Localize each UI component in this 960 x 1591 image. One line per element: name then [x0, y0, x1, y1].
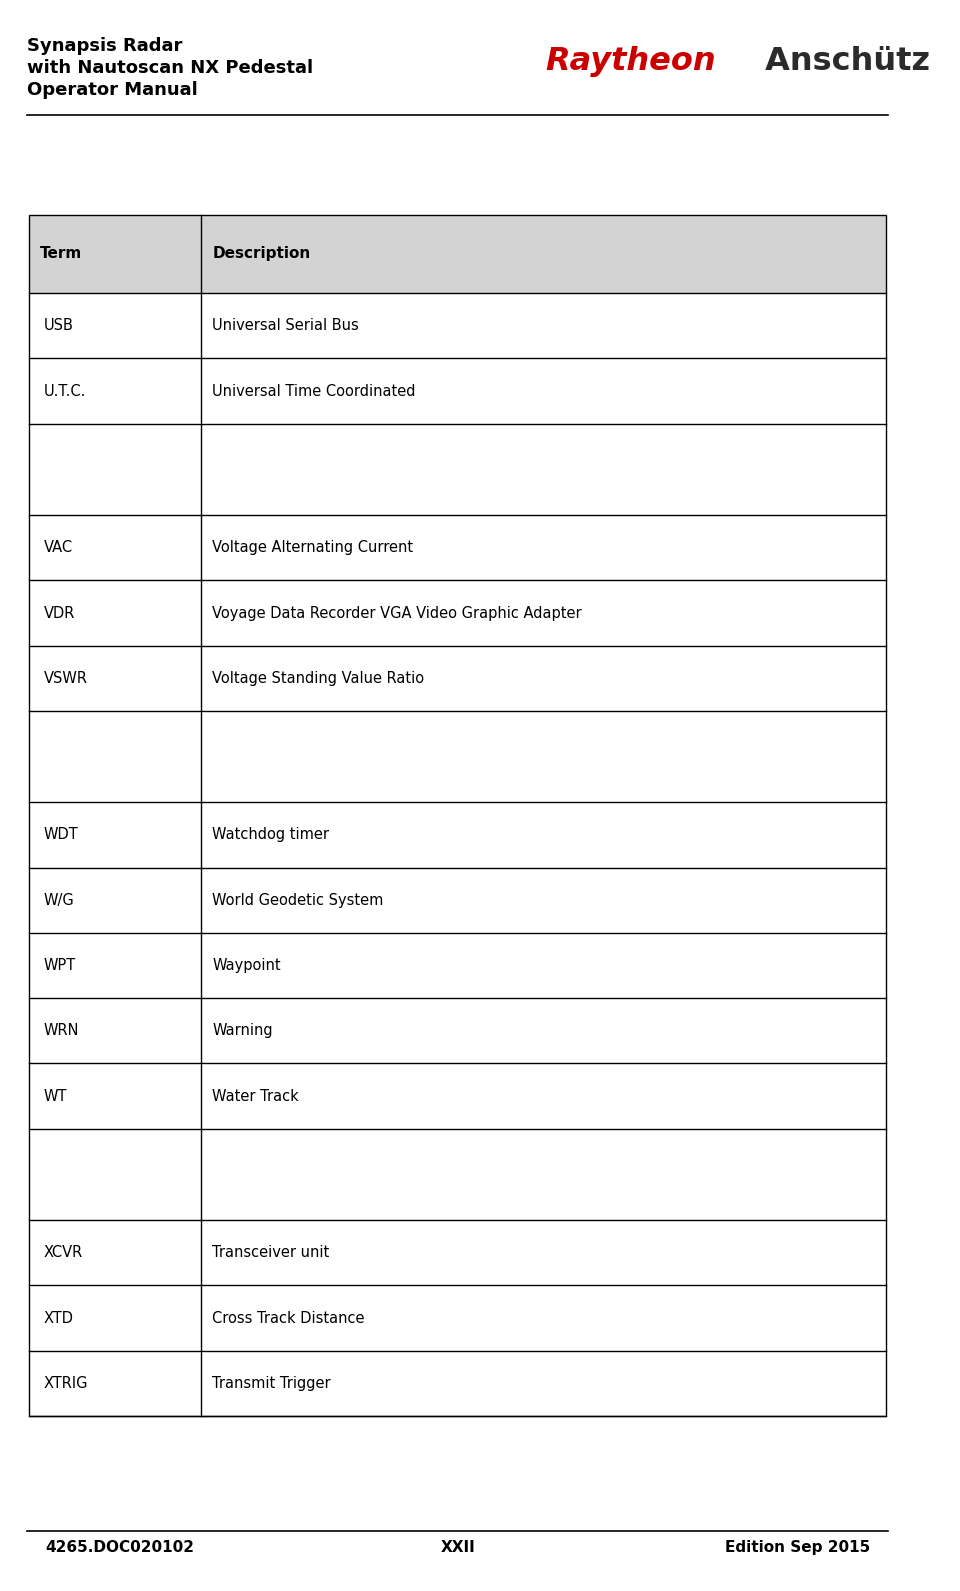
- Text: Universal Serial Bus: Universal Serial Bus: [212, 318, 359, 333]
- Text: Warning: Warning: [212, 1023, 273, 1039]
- Text: U.T.C.: U.T.C.: [44, 383, 86, 399]
- Text: Operator Manual: Operator Manual: [28, 81, 198, 99]
- Text: WDT: WDT: [44, 827, 79, 843]
- Text: WRN: WRN: [44, 1023, 80, 1039]
- Text: Anschütz: Anschütz: [754, 46, 929, 76]
- Text: USB: USB: [44, 318, 74, 333]
- FancyBboxPatch shape: [30, 215, 886, 293]
- Text: Voltage Standing Value Ratio: Voltage Standing Value Ratio: [212, 671, 424, 686]
- Text: Voyage Data Recorder VGA Video Graphic Adapter: Voyage Data Recorder VGA Video Graphic A…: [212, 606, 582, 620]
- Text: VSWR: VSWR: [44, 671, 88, 686]
- Text: Transmit Trigger: Transmit Trigger: [212, 1376, 331, 1391]
- Text: Raytheon: Raytheon: [545, 46, 715, 76]
- Text: WPT: WPT: [44, 958, 76, 974]
- Text: XCVR: XCVR: [44, 1246, 84, 1260]
- Text: XTD: XTD: [44, 1311, 74, 1325]
- Text: W/G: W/G: [44, 893, 75, 908]
- Text: Edition Sep 2015: Edition Sep 2015: [725, 1540, 870, 1554]
- Text: Voltage Alternating Current: Voltage Alternating Current: [212, 541, 414, 555]
- Text: VAC: VAC: [44, 541, 73, 555]
- Text: WT: WT: [44, 1088, 67, 1104]
- Text: XXII: XXII: [441, 1540, 475, 1554]
- Text: Waypoint: Waypoint: [212, 958, 281, 974]
- Text: Description: Description: [212, 247, 311, 261]
- Text: Cross Track Distance: Cross Track Distance: [212, 1311, 365, 1325]
- Text: with Nautoscan NX Pedestal: with Nautoscan NX Pedestal: [28, 59, 314, 76]
- Text: Water Track: Water Track: [212, 1088, 300, 1104]
- Text: Transceiver unit: Transceiver unit: [212, 1246, 329, 1260]
- Text: Synapsis Radar: Synapsis Radar: [28, 37, 182, 54]
- Text: VDR: VDR: [44, 606, 75, 620]
- Text: World Geodetic System: World Geodetic System: [212, 893, 384, 908]
- Text: XTRIG: XTRIG: [44, 1376, 88, 1391]
- Text: Universal Time Coordinated: Universal Time Coordinated: [212, 383, 416, 399]
- Text: Term: Term: [40, 247, 83, 261]
- Text: 4265.DOC020102: 4265.DOC020102: [46, 1540, 195, 1554]
- Text: Watchdog timer: Watchdog timer: [212, 827, 329, 843]
